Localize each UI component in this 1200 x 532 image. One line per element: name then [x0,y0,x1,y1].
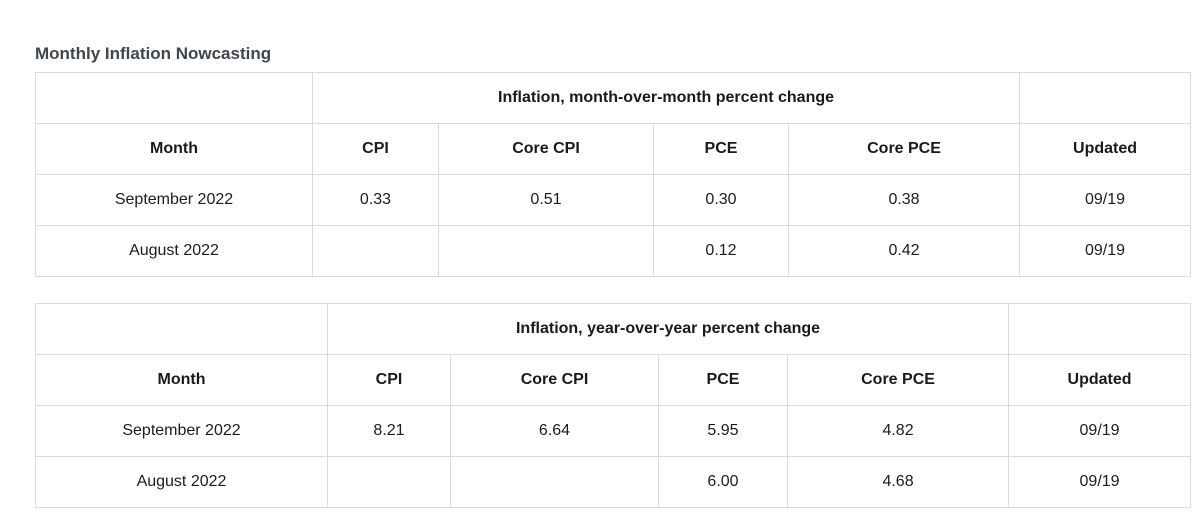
yoy-column-header-row: Month CPI Core CPI PCE Core PCE Updated [35,354,1192,406]
mom-column-header-core-pce: Core PCE [787,123,1021,175]
yoy-group-header-row: Inflation, year-over-year percent change [35,303,1192,355]
mom-sep2022-core-cpi: 0.51 [438,174,654,226]
yoy-aug2022-updated: 09/19 [1008,456,1192,508]
mom-aug2022-core-cpi [438,225,654,277]
mom-column-header-cpi: CPI [312,123,439,175]
mom-sep2022-month: September 2022 [35,174,313,226]
mom-sep2022-core-pce: 0.38 [787,174,1021,226]
mom-column-header-updated: Updated [1019,123,1192,175]
mom-sep2022-updated: 09/19 [1019,174,1192,226]
yoy-sep2022-month: September 2022 [35,405,328,457]
mom-aug2022-core-pce: 0.42 [787,225,1021,277]
yoy-group-spacer-right [1008,303,1192,355]
yoy-aug2022-core-cpi [450,456,659,508]
mom-aug2022-month: August 2022 [35,225,313,277]
yoy-sep2022-pce: 5.95 [658,405,788,457]
mom-group-header-row: Inflation, month-over-month percent chan… [35,72,1192,124]
mom-column-header-core-cpi: Core CPI [438,123,654,175]
mom-aug2022-updated: 09/19 [1019,225,1192,277]
mom-group-spacer-right [1019,72,1192,124]
yoy-inflation-table: Inflation, year-over-year percent change… [35,303,1192,508]
yoy-aug2022-pce: 6.00 [658,456,788,508]
mom-aug2022-cpi [312,225,439,277]
yoy-column-header-core-pce: Core PCE [786,354,1010,406]
yoy-column-header-cpi: CPI [327,354,451,406]
table-row: August 2022 6.00 4.68 09/19 [35,456,1192,508]
yoy-column-header-core-cpi: Core CPI [450,354,659,406]
yoy-column-header-pce: PCE [658,354,788,406]
mom-group-spacer-left [35,72,313,124]
yoy-group-spacer-left [35,303,328,355]
mom-column-header-row: Month CPI Core CPI PCE Core PCE Updated [35,123,1192,175]
table-row: September 2022 8.21 6.64 5.95 4.82 09/19 [35,405,1192,457]
yoy-sep2022-core-pce: 4.82 [786,405,1010,457]
yoy-sep2022-updated: 09/19 [1008,405,1192,457]
yoy-aug2022-month: August 2022 [35,456,328,508]
table-row: September 2022 0.33 0.51 0.30 0.38 09/19 [35,174,1192,226]
yoy-aug2022-core-pce: 4.68 [786,456,1010,508]
mom-sep2022-pce: 0.30 [653,174,789,226]
mom-sep2022-cpi: 0.33 [312,174,439,226]
yoy-aug2022-cpi [327,456,451,508]
mom-column-header-pce: PCE [653,123,789,175]
table-row: August 2022 0.12 0.42 09/19 [35,225,1192,277]
yoy-sep2022-core-cpi: 6.64 [450,405,659,457]
page-title: Monthly Inflation Nowcasting [35,44,272,63]
yoy-group-header: Inflation, year-over-year percent change [326,303,1010,355]
mom-group-header: Inflation, month-over-month percent chan… [311,72,1021,124]
yoy-column-header-month: Month [35,354,328,406]
mom-inflation-table: Inflation, month-over-month percent chan… [35,72,1192,277]
yoy-sep2022-cpi: 8.21 [327,405,451,457]
yoy-column-header-updated: Updated [1008,354,1192,406]
mom-aug2022-pce: 0.12 [653,225,789,277]
inflation-nowcasting-page: Monthly Inflation Nowcasting Inflation, … [35,44,1192,508]
mom-column-header-month: Month [35,123,313,175]
